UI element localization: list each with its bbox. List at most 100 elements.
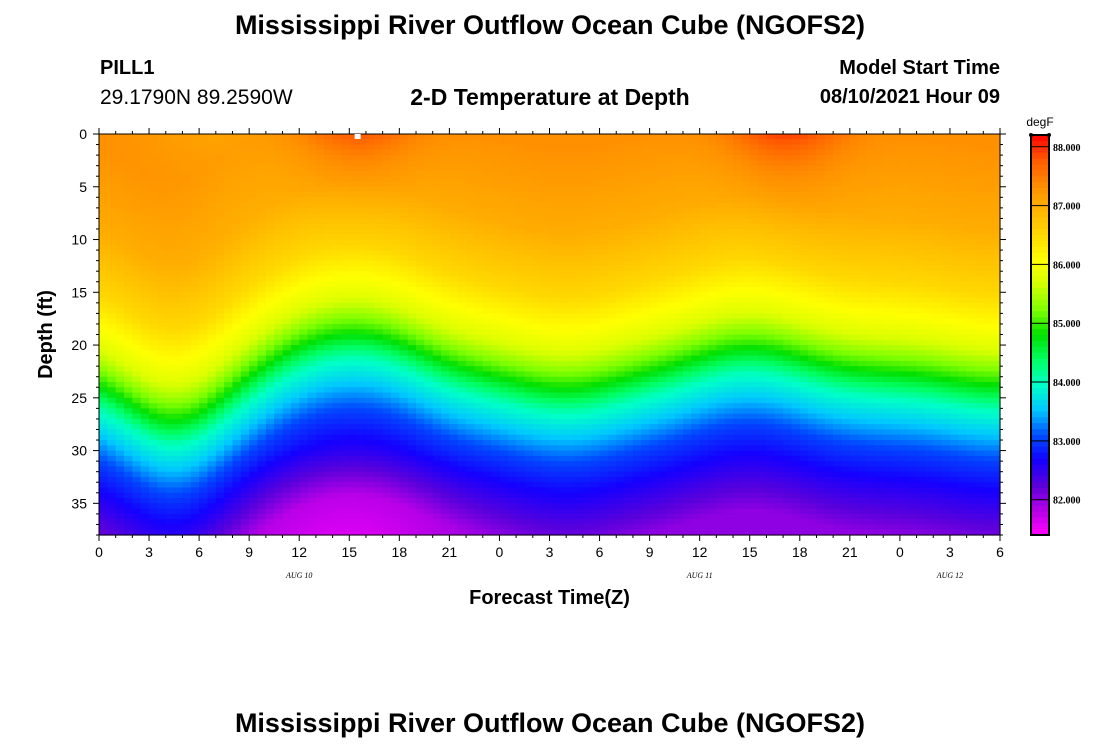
heatmap-cell [132,339,142,346]
heatmap-cell [499,308,509,314]
heatmap-cell [682,287,692,293]
heatmap-cell [340,144,350,151]
heatmap-cell [441,155,450,161]
heatmap-cell [908,181,918,188]
heatmap-cell [549,202,559,209]
heatmap-cell [165,213,175,220]
heatmap-cell [758,271,767,278]
heatmap-cell [991,250,1001,256]
heatmap-cell [891,192,901,198]
heatmap-cell [399,355,409,362]
heatmap-cell [365,207,375,214]
heatmap-cell [549,260,559,267]
heatmap-cell [908,260,918,267]
heatmap-cell [449,345,459,351]
heatmap-cell [257,376,267,383]
heatmap-cell [449,170,459,177]
heatmap-cell [224,281,234,288]
heatmap-cell [132,271,142,278]
heatmap-cell [399,297,409,304]
heatmap-cell [390,250,400,256]
heatmap-cell [441,207,450,214]
heatmap-cell [699,366,709,373]
heatmap-cell [549,155,559,161]
heatmap-cell [766,334,776,341]
heatmap-cell [808,155,818,161]
heatmap-cell [324,297,334,304]
heatmap-cell [924,192,934,198]
heatmap-cell [182,170,192,177]
heatmap-cell [924,302,934,309]
heatmap-cell [908,160,918,167]
heatmap-cell [591,250,601,256]
heatmap-cell [716,313,726,320]
heatmap-cell [432,313,442,320]
heatmap-cell [841,313,851,320]
heatmap-cell [174,313,184,320]
heatmap-cell [891,308,901,314]
heatmap-cell [607,255,617,262]
heatmap-cell [382,366,392,373]
heatmap-cell [657,228,667,235]
heatmap-cell [290,281,300,288]
heatmap-cell [674,350,684,357]
heatmap-cell [199,239,209,246]
heatmap-cell [207,260,217,267]
heatmap-cell [808,318,818,325]
heatmap-cell [716,345,726,351]
heatmap-cell [574,302,584,309]
heatmap-cell [699,265,709,272]
heatmap-cell [749,355,759,362]
heatmap-cell [933,329,943,336]
heatmap-cell [674,360,684,367]
heatmap-cell [224,250,234,256]
heatmap-cell [374,371,384,378]
heatmap-cell [616,276,626,283]
heatmap-cell [99,271,108,278]
heatmap-cell [274,260,284,267]
heatmap-cell [507,318,517,325]
heatmap-cell [582,366,592,373]
heatmap-cell [457,302,467,309]
heatmap-cell [833,366,843,373]
heatmap-cell [991,329,1001,336]
heatmap-cell [599,339,609,346]
heatmap-cell [407,165,417,172]
heatmap-cell [591,155,601,161]
heatmap-cell [240,339,250,346]
heatmap-cell [891,334,901,341]
heatmap-cell [566,192,576,198]
heatmap-cell [474,144,484,151]
heatmap-cell [416,345,425,351]
heatmap-cell [457,155,467,161]
heatmap-cell [274,376,284,383]
heatmap-cell [557,218,567,225]
heatmap-cell [349,181,359,188]
heatmap-cell [449,139,459,146]
heatmap-cell [307,213,317,220]
heatmap-cell [207,228,217,235]
heatmap-cell [616,170,626,177]
heatmap-cell [924,350,934,357]
heatmap-cell [557,134,567,140]
heatmap-cell [666,297,676,304]
heatmap-cell [115,155,125,161]
heatmap-cell [883,202,893,209]
heatmap-cell [566,323,576,330]
heatmap-cell [908,302,918,309]
heatmap-cell [432,350,442,357]
heatmap-cell [524,139,534,146]
heatmap-cell [340,308,350,314]
heatmap-cell [532,139,542,146]
heatmap-cell [224,155,234,161]
heatmap-cell [824,292,834,299]
heatmap-cell [516,345,526,351]
heatmap-cell [132,376,142,383]
heatmap-cell [933,155,943,161]
heatmap-cell [974,297,984,304]
heatmap-cell [516,308,526,314]
heatmap-cell [774,207,784,214]
heatmap-cell [949,239,959,246]
heatmap-cell [657,308,667,314]
heatmap-cell [708,155,717,161]
